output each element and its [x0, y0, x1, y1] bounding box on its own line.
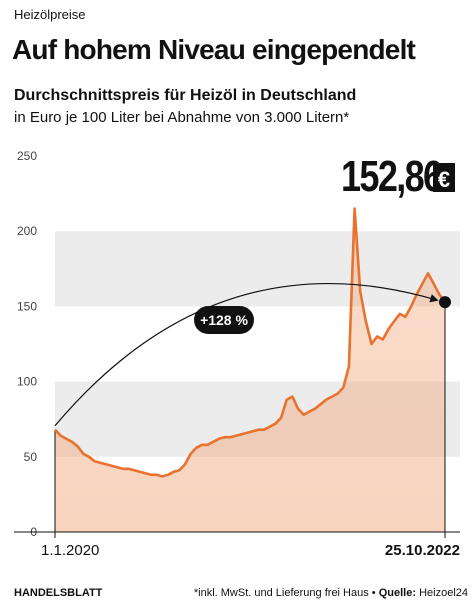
chart-title: Auf hohem Niveau eingependelt	[12, 34, 416, 65]
y-tick-label: 250	[17, 149, 37, 163]
grid-band	[55, 231, 460, 307]
area	[55, 208, 445, 532]
end-value-label: 152,86	[341, 152, 442, 201]
kicker: Heizölpreise	[14, 7, 86, 22]
change-pill	[194, 306, 254, 334]
y-tick-label: 150	[17, 299, 37, 313]
source-label: Quelle:	[379, 587, 416, 599]
end-value-unit: €	[438, 167, 450, 192]
y-tick-label: 100	[17, 375, 37, 389]
brand: HANDELSBLATT	[14, 587, 103, 599]
change-arrow	[54, 283, 439, 427]
y-tick-label: 200	[17, 224, 37, 238]
x-tick-label: 25.10.2022	[385, 542, 460, 559]
line	[54, 207, 447, 478]
unit-box	[433, 163, 455, 192]
change-label: +128 %	[200, 312, 248, 328]
x-tick-label: 1.1.2020	[41, 542, 99, 559]
end-point	[439, 296, 451, 309]
footnote-text: *inkl. MwSt. und Lieferung frei Haus •	[194, 587, 376, 599]
footnote: *inkl. MwSt. und Lieferung frei Haus • Q…	[194, 587, 468, 599]
y-tick-label: 50	[24, 450, 38, 464]
chart-subtitle: Durchschnittspreis für Heizöl in Deutsch…	[14, 87, 356, 104]
source: Heizoel24	[419, 587, 468, 599]
unit-note: in Euro je 100 Liter bei Abnahme von 3.0…	[14, 109, 349, 126]
